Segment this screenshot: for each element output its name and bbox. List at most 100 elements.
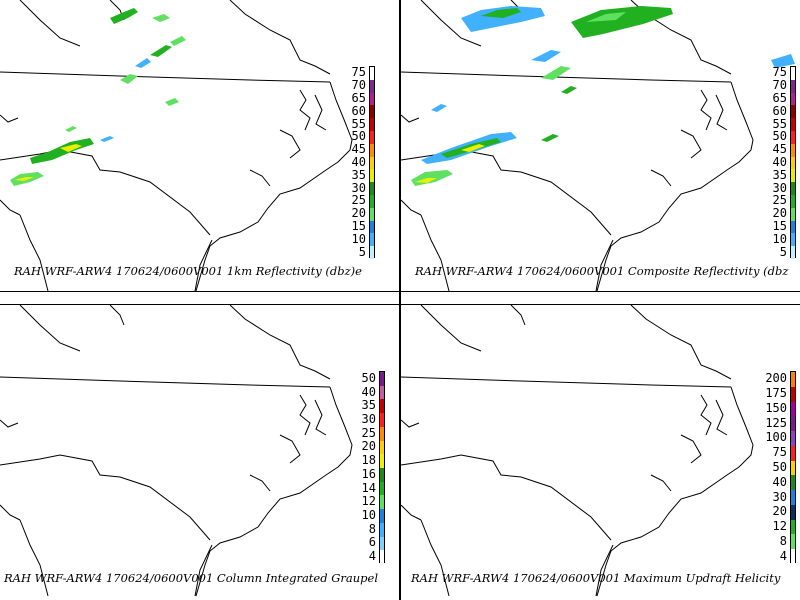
- legend-swatch: [370, 105, 374, 119]
- legend-label: 150: [765, 400, 787, 415]
- legend-label: 20: [772, 206, 787, 221]
- legend-swatch: [791, 416, 795, 432]
- map-outline-13: [401, 114, 420, 123]
- map-composite-reflectivity: [401, 0, 795, 291]
- legend-swatch: [791, 156, 795, 170]
- legend-swatch: [791, 519, 795, 535]
- map-1km-reflectivity: [0, 0, 353, 291]
- legend-swatch: [791, 386, 795, 402]
- legend-label: 200: [765, 371, 787, 386]
- map-outline-4: [229, 305, 331, 380]
- legend-swatch: [791, 549, 795, 564]
- radar-echoes: [10, 8, 186, 186]
- map-outline-11: [420, 214, 450, 291]
- radar-echoes: [411, 6, 795, 186]
- legend-swatch: [370, 182, 374, 195]
- legend-label: 40: [772, 155, 787, 169]
- legend-swatch: [791, 431, 795, 446]
- legend-label: 25: [772, 193, 787, 208]
- legend-label: 10: [361, 508, 376, 522]
- legend-swatch: [791, 445, 795, 461]
- legend-label: 30: [772, 180, 787, 195]
- legend-swatch: [791, 118, 795, 131]
- map-outline-3: [510, 305, 526, 326]
- legend-swatch: [370, 92, 374, 106]
- legend-swatch: [791, 534, 795, 550]
- legend-label: 40: [361, 384, 376, 399]
- color-legend: 200 175 150 125 100 75 50 40 30 20 12 8 4: [756, 371, 796, 564]
- legend-label: 6: [368, 535, 376, 550]
- legend-label: 60: [772, 103, 787, 118]
- legend-swatch: [380, 440, 384, 455]
- map-outline-7: [715, 94, 728, 131]
- legend-color-bar: [790, 66, 796, 259]
- legend-swatch: [791, 372, 795, 387]
- map-outline-8: [680, 129, 702, 159]
- legend-swatch: [791, 504, 795, 520]
- panel-caption: RAH WRF-ARW4 170624/0600V001 1km Reflect…: [14, 264, 362, 278]
- color-legend: 75 70 65 60 55 50 45 40 35 30 25 20 15 10 5: [756, 66, 796, 259]
- map-outline-2: [420, 0, 482, 47]
- legend-swatch: [791, 131, 795, 144]
- vertical-divider: [399, 0, 401, 600]
- legend-swatch: [370, 131, 374, 144]
- map-outline-12: [401, 504, 422, 521]
- legend-label: 5: [779, 244, 787, 259]
- map-outline-9: [249, 169, 271, 187]
- legend-swatch: [370, 79, 374, 93]
- legend-label: 60: [351, 103, 366, 118]
- legend-label: 20: [361, 439, 376, 454]
- legend-label: 15: [351, 219, 366, 233]
- legend-label: 25: [361, 425, 376, 440]
- panel-column-integrated-graupel: RAH WRF-ARW4 170624/0600V001 Column Inte…: [0, 305, 399, 600]
- map-outline-4: [229, 0, 331, 75]
- legend-label: 55: [351, 116, 366, 131]
- map-outline-11: [19, 214, 49, 291]
- legend-label: 10: [772, 231, 787, 246]
- color-legend: 75 70 65 60 55 50 45 40 35 30 25 20 15 10 5: [335, 66, 375, 259]
- legend-label: 50: [361, 370, 376, 385]
- legend-label: 75: [772, 445, 787, 460]
- legend-swatch: [791, 79, 795, 93]
- legend-color-bar: [369, 66, 375, 259]
- legend-label: 16: [361, 466, 376, 481]
- legend-label: 35: [351, 167, 366, 182]
- map-outline-13: [401, 419, 420, 428]
- legend-swatch: [370, 246, 374, 259]
- map-outline-9: [249, 474, 271, 492]
- map-outline-1: [0, 149, 211, 236]
- legend-color-bar: [790, 371, 796, 564]
- legend-label: 30: [772, 489, 787, 504]
- legend-label: 65: [772, 91, 787, 105]
- legend-swatch: [370, 169, 374, 183]
- legend-label: 35: [361, 398, 376, 413]
- map-outline-8: [680, 434, 702, 464]
- legend-label: 55: [772, 116, 787, 131]
- legend-swatch: [791, 246, 795, 259]
- map-outline-7: [314, 399, 327, 436]
- map-outline-0: [0, 71, 331, 83]
- legend-label: 45: [351, 142, 366, 157]
- legend-swatch: [791, 233, 795, 247]
- map-outline-2: [19, 0, 81, 47]
- map-outline-10: [194, 239, 213, 291]
- panel-1km-reflectivity: RAH WRF-ARW4 170624/0600V001 1km Reflect…: [0, 0, 399, 291]
- map-outline-6: [299, 394, 311, 436]
- legend-label: 8: [779, 533, 787, 548]
- map-outline-10: [595, 544, 614, 597]
- legend-label: 30: [361, 412, 376, 426]
- legend-label: 35: [772, 167, 787, 182]
- panel-maximum-updraft-helicity: RAH WRF-ARW4 170624/0600V001 Maximum Upd…: [401, 305, 800, 600]
- legend-swatch: [380, 385, 384, 400]
- map-outline-0: [401, 71, 732, 83]
- map-outline-10: [595, 239, 614, 291]
- panel-caption: RAH WRF-ARW4 170624/0600V001 Composite R…: [415, 264, 789, 278]
- legend-swatch: [791, 182, 795, 195]
- map-outline-1: [401, 454, 612, 541]
- legend-label: 4: [779, 548, 787, 563]
- horizontal-divider-left: [0, 291, 399, 305]
- panel-composite-reflectivity: RAH WRF-ARW4 170624/0600V001 Composite R…: [401, 0, 800, 291]
- legend-swatch: [791, 460, 795, 476]
- legend-swatch: [380, 468, 384, 482]
- legend-label: 12: [361, 494, 376, 509]
